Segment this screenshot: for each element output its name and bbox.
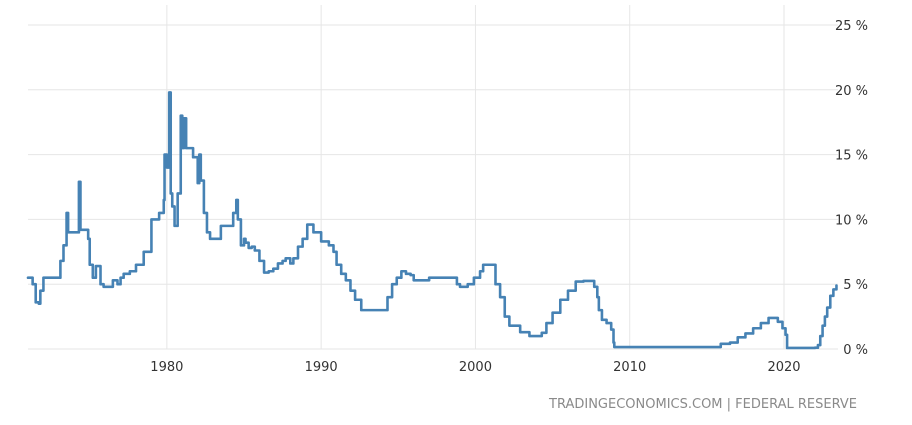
x-tick-label: 2010 [613, 360, 646, 375]
x-tick-label: 1990 [305, 360, 338, 375]
y-tick-label: 25 % [835, 19, 868, 34]
x-tick-label: 2000 [459, 360, 492, 375]
grid-lines [28, 5, 838, 350]
y-tick-label: 20 % [835, 84, 868, 99]
y-tick-label: 0 % [843, 343, 868, 358]
x-axis-tick-labels: 1980 1990 2000 2010 2020 [150, 360, 800, 375]
series-layer [26, 91, 838, 350]
y-axis-tick-labels: 0 % 5 % 10 % 15 % 20 % 25 % [835, 19, 868, 358]
source-attribution: TRADINGECONOMICS.COM | FEDERAL RESERVE [548, 397, 857, 412]
x-tick-label: 1980 [150, 360, 183, 375]
y-tick-label: 5 % [843, 278, 868, 293]
y-tick-label: 15 % [835, 149, 868, 164]
series-line-0 [26, 91, 838, 350]
y-tick-label: 10 % [835, 213, 868, 228]
x-tick-label: 2020 [767, 360, 800, 375]
